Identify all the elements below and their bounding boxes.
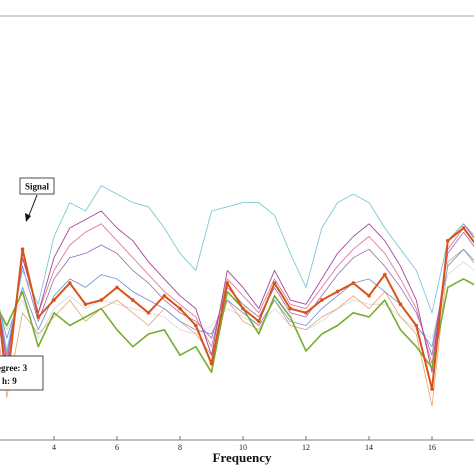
series-point-0 [398,302,403,307]
series-point-0 [83,302,88,307]
x-tick-label: 10 [239,443,247,452]
signal-annotation-text: Signal [25,182,50,192]
series-point-0 [367,294,371,298]
legend-line-2: h: 9 [2,376,17,386]
series-point-0 [99,298,104,302]
series-point-0 [461,226,466,230]
series-point-0 [178,306,182,311]
series-point-0 [304,311,308,315]
x-tick-label: 12 [302,443,310,452]
series-line-5 [0,231,474,356]
legend-box [0,355,44,391]
series-point-0 [20,247,25,251]
legend: egree: 3 h: 9 [0,355,44,391]
series-point-0 [320,298,324,302]
series-point-0 [146,311,151,315]
x-tick-label: 6 [115,443,119,452]
series-point-0 [162,294,167,298]
series-point-0 [335,289,340,294]
signal-annotation-arrow [27,194,38,219]
series-line-1 [0,278,474,374]
signal-annotation: Signal [19,177,55,222]
series-point-0 [194,323,198,328]
series-point-0 [209,361,214,366]
series-line-4 [0,223,474,373]
axes-layer: 4 6 8 10 12 14 16 [0,15,474,452]
x-tick-label: 16 [428,443,436,452]
series-point-0 [272,281,277,285]
series-line-2 [0,185,474,352]
series-line-7 [0,248,474,407]
series-point-0 [383,272,387,277]
signal-annotation-arrowhead [25,213,31,222]
series-point-0 [131,298,135,302]
x-tick-label: 8 [178,443,182,452]
series-point-0 [288,306,293,311]
signal-annotation-box [19,177,55,195]
series-point-0 [241,306,245,311]
series-point-0 [115,285,119,290]
series-layer [0,185,474,407]
x-tick-label: 14 [365,443,373,452]
series-point-0 [52,298,56,302]
x-tick-label: 4 [52,443,56,452]
series-point-0 [430,387,434,391]
series-point-0 [446,238,450,243]
series-point-0 [68,281,72,285]
series-line-0 [0,227,474,391]
series-point-0 [414,323,419,328]
series-point-0 [257,319,261,324]
series-point-0 [225,281,230,285]
series-point-0 [36,315,41,319]
legend-line-1: egree: 3 [0,363,28,373]
series-point-0 [351,281,356,285]
x-axis-label: Frequency [213,450,272,465]
